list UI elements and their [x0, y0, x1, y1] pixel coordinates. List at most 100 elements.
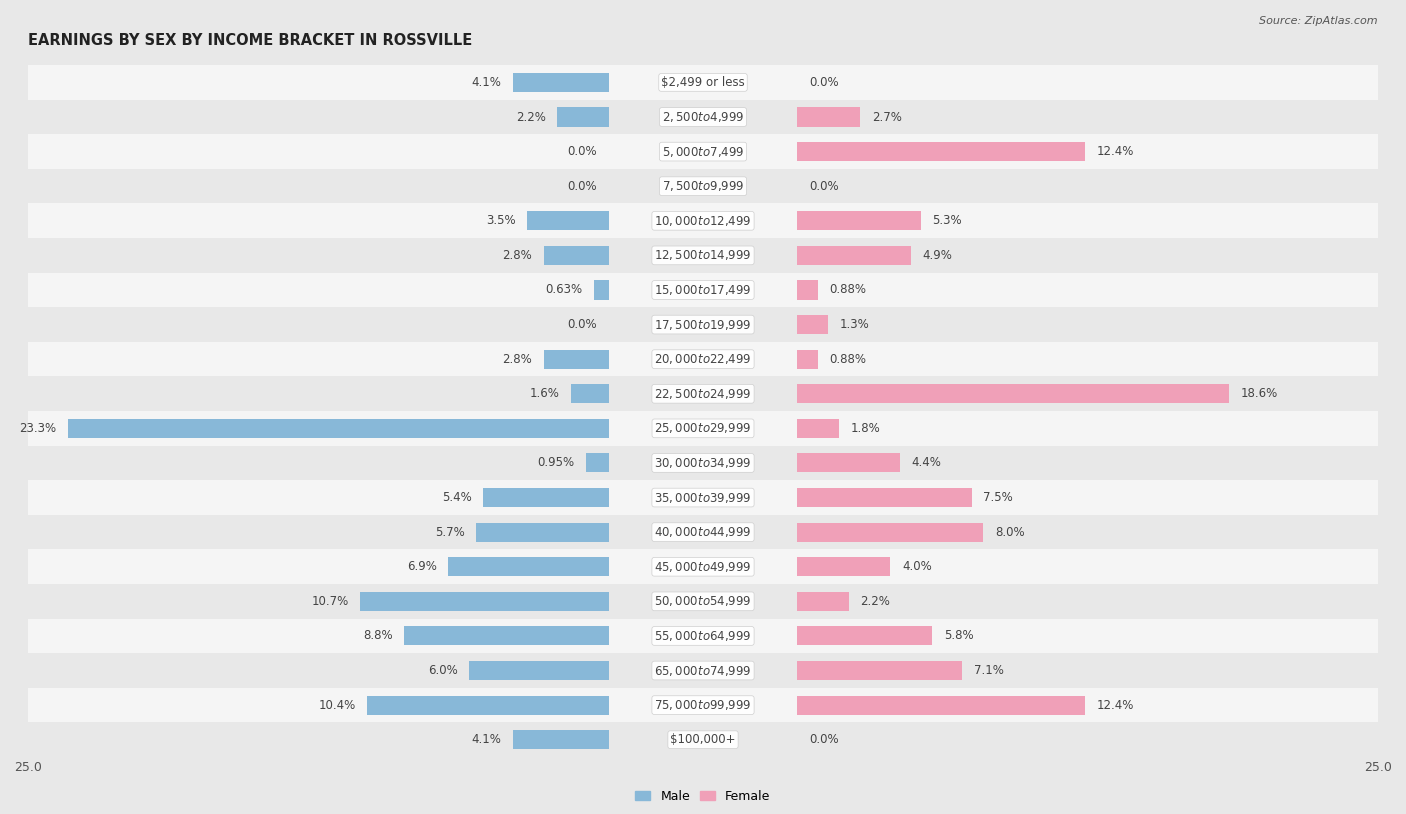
Bar [571, 384, 609, 403]
Bar [797, 134, 1378, 169]
Bar [797, 584, 1378, 619]
Bar [609, 134, 797, 169]
Text: 5.7%: 5.7% [434, 526, 464, 539]
Bar [609, 307, 797, 342]
Bar [797, 723, 1378, 757]
Text: 5.3%: 5.3% [932, 214, 962, 227]
Text: 4.0%: 4.0% [903, 560, 932, 573]
Bar [28, 653, 609, 688]
Bar [797, 169, 1378, 204]
Bar [797, 480, 1378, 515]
Bar [797, 619, 1378, 653]
Bar [797, 376, 1378, 411]
Bar [797, 384, 1229, 403]
Bar [797, 558, 890, 576]
Text: 6.0%: 6.0% [427, 664, 457, 677]
Bar [797, 350, 818, 369]
Bar [544, 350, 609, 369]
Bar [28, 99, 609, 134]
Text: 2.2%: 2.2% [860, 595, 890, 608]
Bar [797, 273, 1378, 307]
Text: 0.0%: 0.0% [567, 180, 598, 193]
Bar [797, 688, 1378, 723]
Text: 4.1%: 4.1% [472, 733, 502, 746]
Text: 4.4%: 4.4% [911, 457, 941, 470]
Bar [609, 619, 797, 653]
Bar [28, 342, 609, 376]
Bar [527, 212, 609, 230]
Text: 5.4%: 5.4% [441, 491, 471, 504]
Text: 0.0%: 0.0% [808, 733, 839, 746]
Bar [28, 619, 609, 653]
Bar [797, 107, 860, 126]
Text: Source: ZipAtlas.com: Source: ZipAtlas.com [1260, 16, 1378, 26]
Text: $50,000 to $54,999: $50,000 to $54,999 [654, 594, 752, 608]
Bar [477, 523, 609, 541]
Bar [557, 107, 609, 126]
Bar [28, 169, 609, 204]
Bar [797, 696, 1085, 715]
Text: 12.4%: 12.4% [1097, 145, 1135, 158]
Bar [797, 549, 1378, 584]
Bar [28, 307, 609, 342]
Text: 2.7%: 2.7% [872, 111, 901, 124]
Text: $22,500 to $24,999: $22,500 to $24,999 [654, 387, 752, 400]
Text: 7.5%: 7.5% [983, 491, 1012, 504]
Bar [28, 480, 609, 515]
Text: 0.0%: 0.0% [808, 180, 839, 193]
Bar [797, 342, 1378, 376]
Bar [609, 480, 797, 515]
Bar [797, 142, 1085, 161]
Bar [28, 446, 609, 480]
Text: $30,000 to $34,999: $30,000 to $34,999 [654, 456, 752, 470]
Bar [609, 342, 797, 376]
Bar [797, 453, 900, 472]
Bar [28, 134, 609, 169]
Text: 8.8%: 8.8% [363, 629, 392, 642]
Bar [593, 281, 609, 300]
Bar [609, 65, 797, 99]
Bar [360, 592, 609, 610]
Text: 0.88%: 0.88% [830, 283, 866, 296]
Text: $35,000 to $39,999: $35,000 to $39,999 [654, 491, 752, 505]
Bar [609, 204, 797, 238]
Bar [28, 411, 609, 446]
Text: 0.0%: 0.0% [808, 76, 839, 89]
Text: 2.8%: 2.8% [502, 352, 531, 365]
Text: 0.88%: 0.88% [830, 352, 866, 365]
Text: 0.0%: 0.0% [567, 318, 598, 331]
Text: 18.6%: 18.6% [1241, 387, 1278, 400]
Text: 5.8%: 5.8% [943, 629, 973, 642]
Text: 1.8%: 1.8% [851, 422, 880, 435]
Text: $17,500 to $19,999: $17,500 to $19,999 [654, 317, 752, 331]
Bar [609, 238, 797, 273]
Bar [449, 558, 609, 576]
Text: $12,500 to $14,999: $12,500 to $14,999 [654, 248, 752, 262]
Bar [797, 592, 849, 610]
Text: 7.1%: 7.1% [974, 664, 1004, 677]
Bar [28, 65, 609, 99]
Text: 4.9%: 4.9% [922, 249, 953, 262]
Bar [470, 661, 609, 680]
Bar [28, 688, 609, 723]
Bar [609, 411, 797, 446]
Bar [797, 488, 972, 507]
Bar [28, 204, 609, 238]
Bar [28, 238, 609, 273]
Text: $55,000 to $64,999: $55,000 to $64,999 [654, 629, 752, 643]
Text: $100,000+: $100,000+ [671, 733, 735, 746]
Bar [513, 73, 609, 92]
Bar [797, 419, 839, 438]
Bar [404, 627, 609, 646]
Text: $20,000 to $22,499: $20,000 to $22,499 [654, 352, 752, 366]
Text: $5,000 to $7,499: $5,000 to $7,499 [662, 145, 744, 159]
Text: 3.5%: 3.5% [486, 214, 516, 227]
Bar [609, 688, 797, 723]
Text: 1.6%: 1.6% [530, 387, 560, 400]
Bar [67, 419, 609, 438]
Bar [367, 696, 609, 715]
Text: 0.63%: 0.63% [546, 283, 582, 296]
Bar [609, 376, 797, 411]
Bar [28, 723, 609, 757]
Bar [609, 446, 797, 480]
